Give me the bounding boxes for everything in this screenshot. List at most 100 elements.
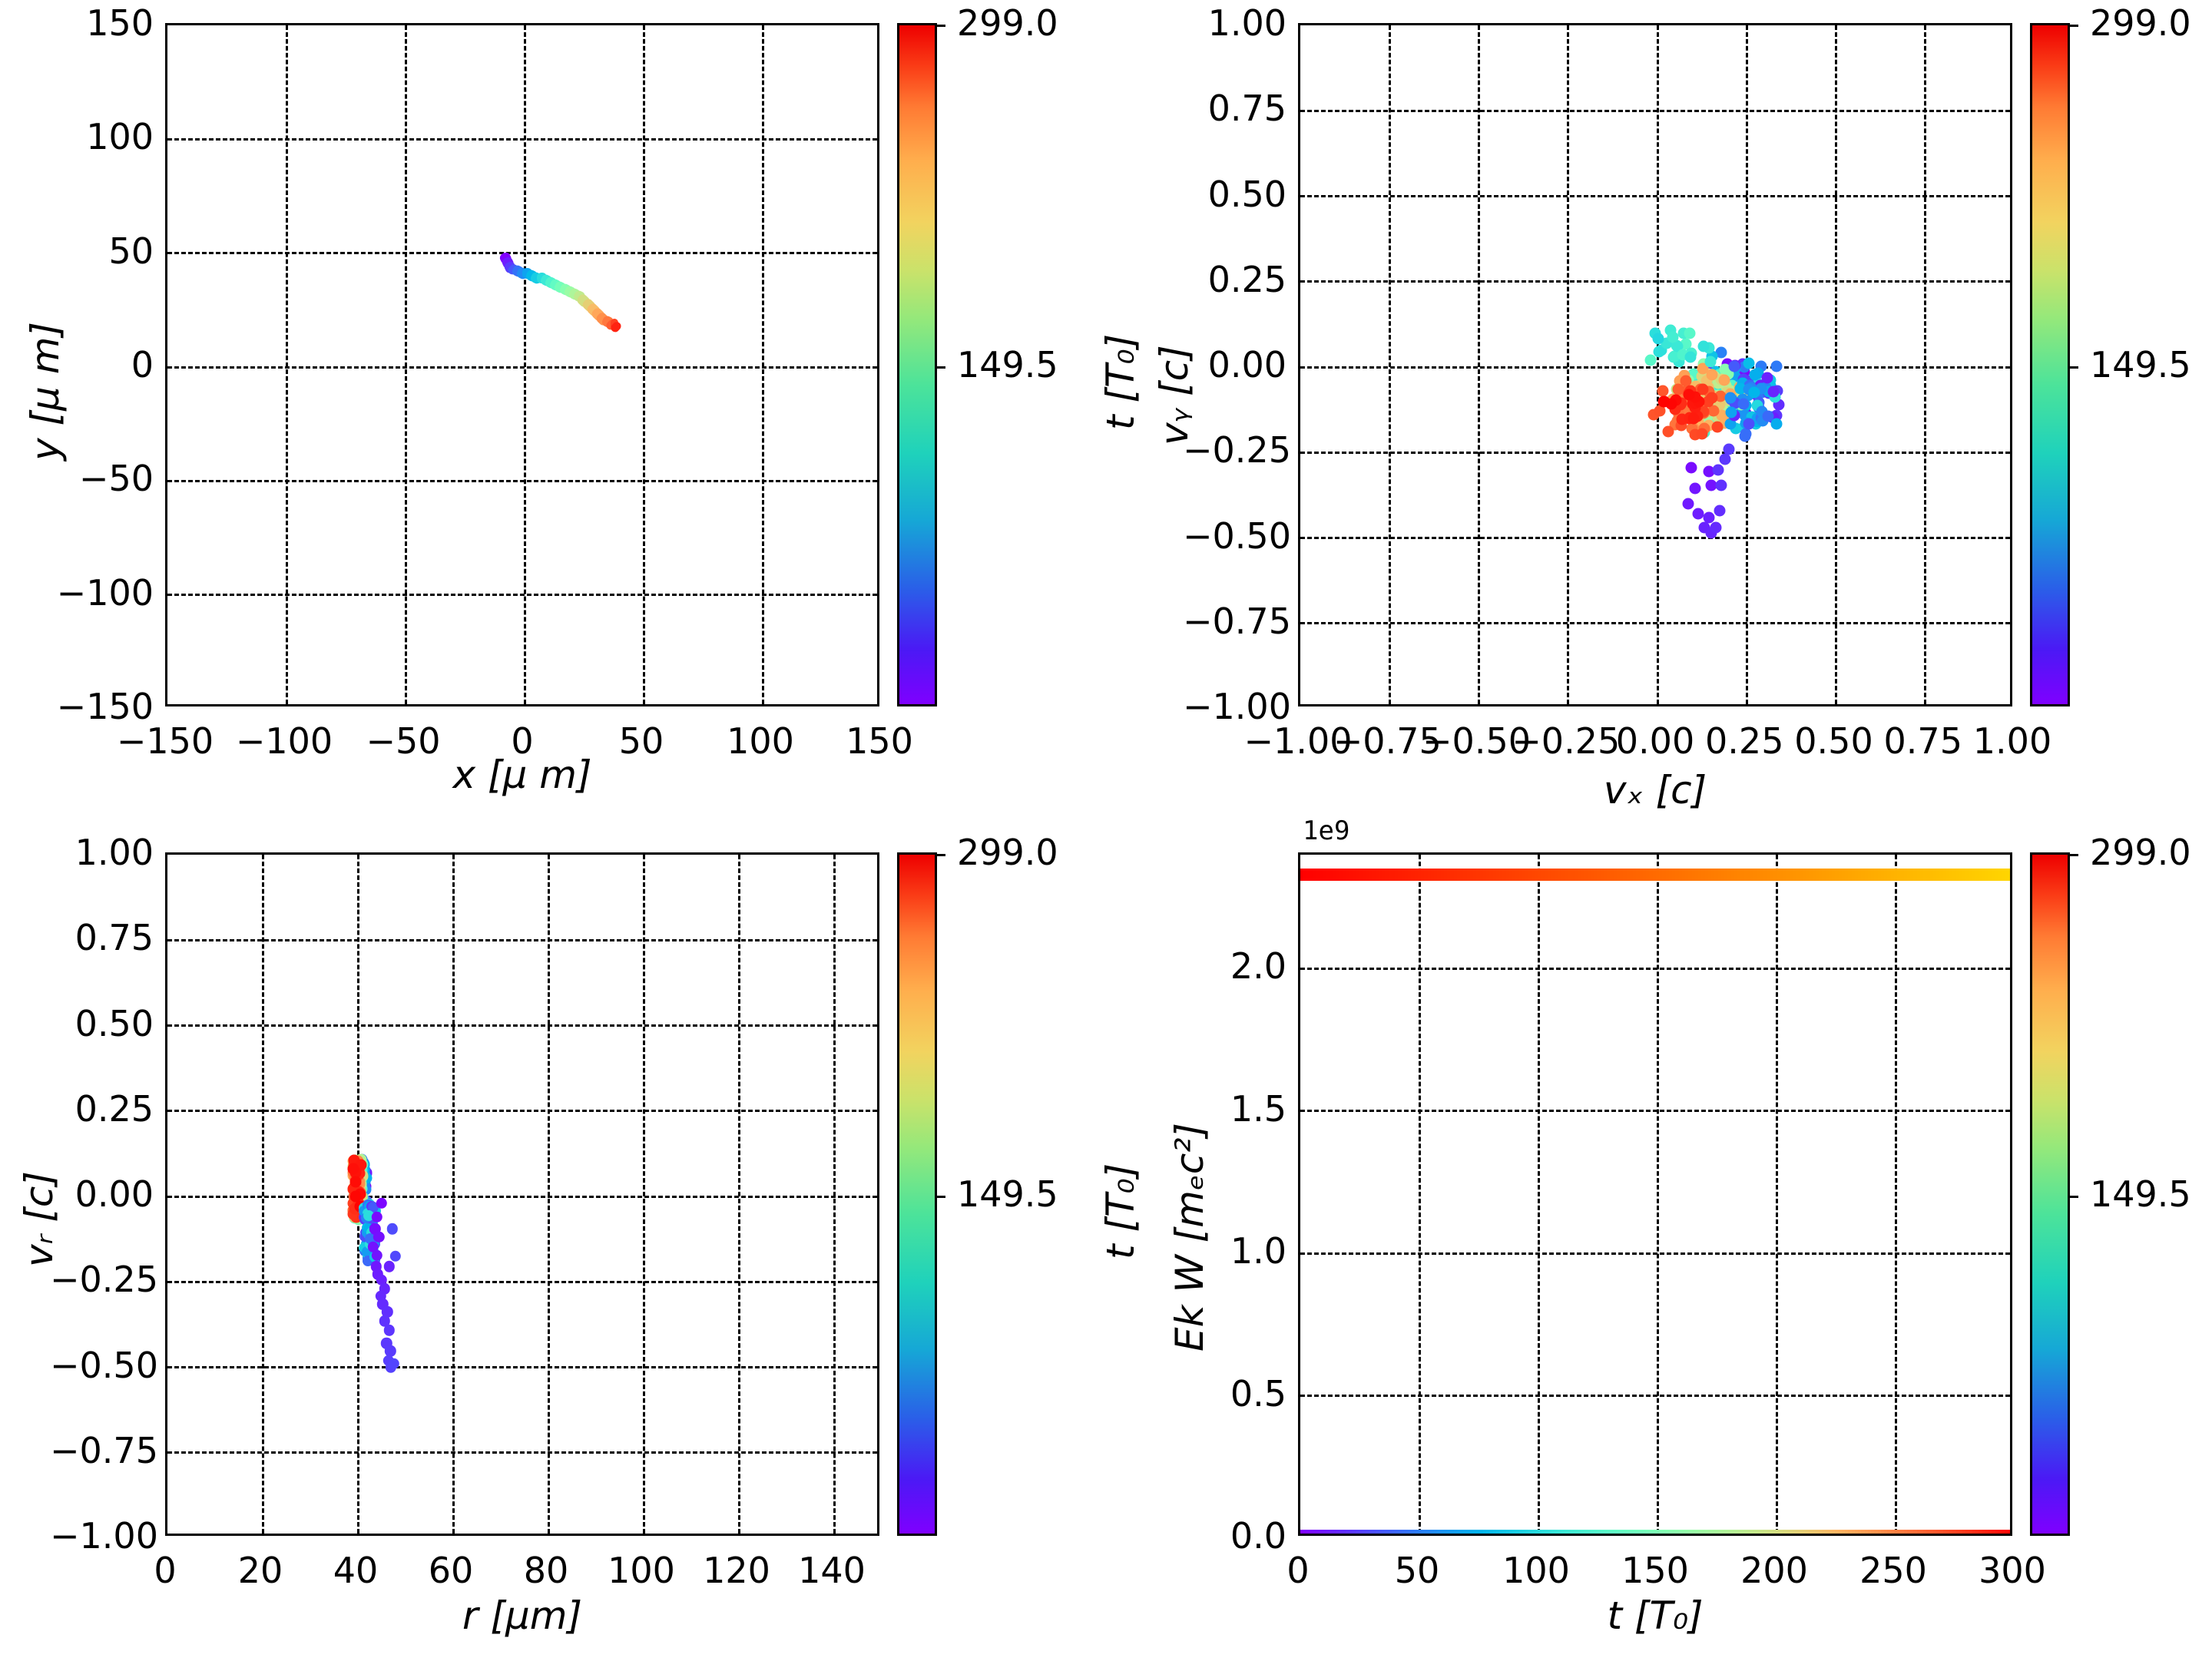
scatter-point: [1714, 390, 1727, 402]
scatter-point: [389, 1250, 402, 1262]
energy-line-segment: [1796, 868, 1802, 881]
ytick-label: 0.50: [1207, 173, 1286, 215]
xtick-label: −1.00: [1243, 720, 1353, 762]
energy-line-segment: [1395, 868, 1401, 881]
energy-line-segment: [1897, 868, 1903, 881]
energy-line-segment: [1479, 1530, 1485, 1534]
energy-line-segment: [1391, 868, 1398, 881]
gridline-vertical: [452, 855, 455, 1534]
energy-line-segment: [1995, 868, 2001, 881]
xtick-label: 0: [154, 1550, 177, 1591]
axes-xy: [165, 23, 879, 706]
energy-line-segment: [1793, 868, 1799, 881]
plot-area-xy: [167, 25, 877, 704]
energy-line-segment: [1900, 1530, 1906, 1534]
scatter-point: [1715, 346, 1727, 359]
gridline-horizontal: [1300, 1252, 2010, 1255]
xtick-label: −0.50: [1422, 720, 1531, 762]
energy-line-segment: [1489, 1530, 1495, 1534]
energy-line-segment: [1313, 1530, 1320, 1534]
gridline-vertical: [1656, 25, 1659, 704]
energy-line-segment: [1848, 1530, 1854, 1534]
plot-area-ekw: [1300, 855, 2010, 1534]
energy-line-segment: [1949, 1530, 1955, 1534]
scatter-point: [1697, 383, 1709, 395]
energy-line-segment: [1447, 868, 1453, 881]
energy-line-segment: [1711, 868, 1717, 881]
energy-line-segment: [1777, 868, 1783, 881]
energy-line-segment: [1786, 1530, 1792, 1534]
energy-line-segment: [1502, 868, 1508, 881]
scatter-point: [347, 1163, 359, 1175]
gridline-vertical: [1478, 25, 1480, 704]
energy-line-segment: [1372, 1530, 1378, 1534]
energy-line-segment: [1743, 868, 1750, 881]
energy-line-segment: [1806, 1530, 1812, 1534]
energy-line-segment: [1555, 868, 1561, 881]
gridline-horizontal: [1300, 1110, 2010, 1113]
energy-line-segment: [1757, 1530, 1763, 1534]
energy-line-segment: [1783, 1530, 1789, 1534]
gridline-horizontal: [167, 1451, 877, 1454]
ytick-label: −1.00: [50, 1515, 158, 1557]
energy-line-segment: [1356, 868, 1362, 881]
scatter-point: [1737, 398, 1750, 410]
energy-line-segment: [1463, 868, 1469, 881]
energy-line-segment: [1740, 868, 1747, 881]
energy-line-segment: [1482, 1530, 1489, 1534]
energy-line-segment: [1646, 868, 1652, 881]
xtick-label: 250: [1859, 1550, 1927, 1591]
gridline-horizontal: [167, 1280, 877, 1283]
energy-line-segment: [1893, 1530, 1900, 1534]
energy-line-segment: [1551, 1530, 1558, 1534]
energy-line-segment: [1316, 1530, 1323, 1534]
scatter-point: [1672, 383, 1684, 395]
yaxis-label-ekw: Ek W [mₑc²]: [1167, 1123, 1212, 1352]
energy-line-segment: [1864, 868, 1870, 881]
energy-line-segment: [1346, 1530, 1352, 1534]
energy-line-segment: [1965, 868, 1972, 881]
xtick-label: 40: [333, 1550, 379, 1591]
energy-line-segment: [1975, 868, 1982, 881]
energy-line-segment: [1995, 1530, 2001, 1534]
energy-line-segment: [1568, 868, 1574, 881]
gridline-vertical: [1656, 855, 1659, 1534]
ytick-label: 1.0: [1230, 1230, 1286, 1272]
ytick-label: 0.25: [75, 1087, 154, 1130]
scatter-point: [1714, 505, 1726, 517]
xtick-label: 50: [618, 720, 664, 762]
energy-line-segment: [2002, 1530, 2008, 1534]
scatter-point: [1711, 421, 1724, 433]
energy-line-segment: [1832, 1530, 1838, 1534]
energy-line-segment: [1620, 1530, 1626, 1534]
energy-line-segment: [1440, 1530, 1446, 1534]
energy-line-segment: [1310, 868, 1316, 881]
energy-line-segment: [1404, 868, 1411, 881]
energy-line-segment: [1988, 868, 1995, 881]
energy-line-segment: [2008, 868, 2010, 881]
energy-line-segment: [1362, 868, 1368, 881]
energy-line-segment: [1522, 868, 1528, 881]
ytick-label: 0.50: [75, 1002, 154, 1044]
energy-line-segment: [2008, 1530, 2010, 1534]
energy-line-segment: [1414, 868, 1420, 881]
scatter-point: [1724, 392, 1737, 404]
energy-line-segment: [1577, 1530, 1584, 1534]
energy-line-segment: [1515, 1530, 1522, 1534]
energy-line-segment: [1303, 1530, 1310, 1534]
energy-line-segment: [1343, 868, 1349, 881]
energy-line-segment: [1887, 1530, 1893, 1534]
energy-line-segment: [1919, 868, 1926, 881]
scatter-point: [349, 1176, 362, 1188]
energy-line-segment: [1346, 868, 1352, 881]
energy-line-segment: [1437, 868, 1443, 881]
scatter-point: [1680, 375, 1692, 387]
scatter-point: [388, 1358, 399, 1370]
energy-line-segment: [1515, 868, 1522, 881]
energy-line-segment: [1306, 1530, 1313, 1534]
energy-line-segment: [1910, 1530, 1916, 1534]
energy-line-segment: [1707, 868, 1714, 881]
energy-line-segment: [1890, 868, 1896, 881]
gridline-vertical: [1537, 855, 1540, 1534]
ytick-label: 1.5: [1230, 1087, 1286, 1130]
